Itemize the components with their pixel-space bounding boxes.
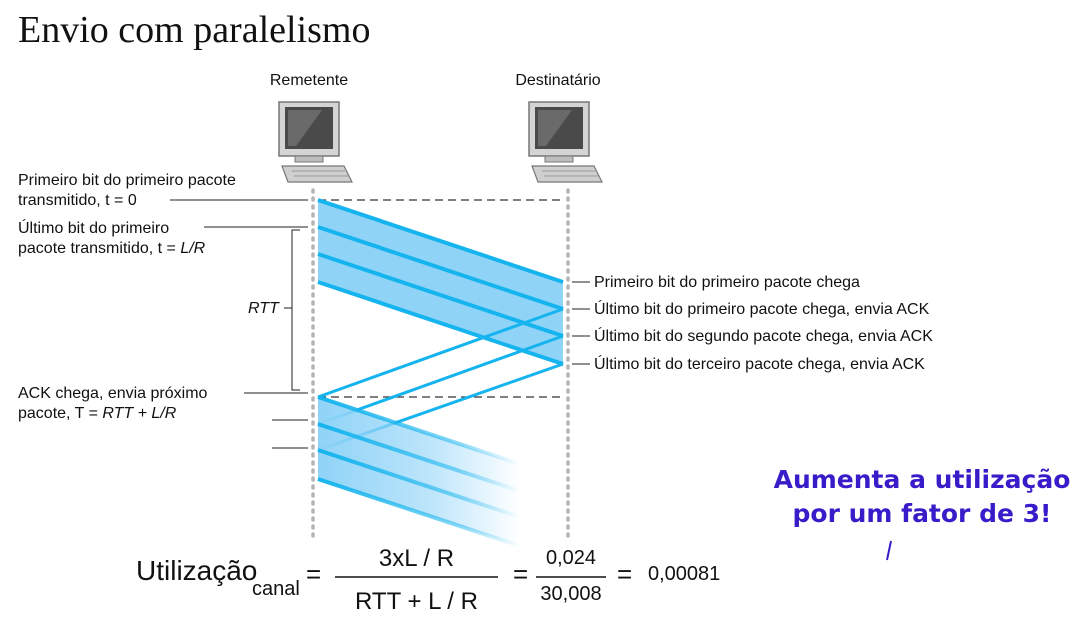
formula-den-1: RTT + L / R bbox=[355, 588, 478, 615]
packet-line-1 bbox=[317, 225, 564, 311]
formula-eq-2: = bbox=[513, 559, 529, 589]
callout-line2: por um fator de 3! bbox=[792, 499, 1052, 528]
label-right-4: Último bit do terceiro pacote chega, env… bbox=[594, 356, 925, 373]
formula-result: 0,00081 bbox=[648, 563, 721, 585]
label-ack-line2: pacote, T = RTT + L/R bbox=[18, 405, 177, 422]
formula-sub: canal bbox=[252, 578, 300, 600]
label-right-2: Último bit do primeiro pacote chega, env… bbox=[594, 301, 930, 318]
formula-lhs: Utilização bbox=[136, 555, 258, 586]
label-right-3: Último bit do segundo pacote chega, envi… bbox=[594, 328, 933, 345]
page-title: Envio com paralelismo bbox=[18, 9, 371, 51]
label-right-1: Primeiro bit do primeiro pacote chega bbox=[594, 274, 860, 291]
next-packet-line-2 bbox=[317, 422, 521, 493]
receiver-label: Destinatário bbox=[515, 72, 601, 89]
label-first-bit-line2: transmitido, t = 0 bbox=[18, 192, 137, 209]
ack-line-1 bbox=[317, 307, 564, 399]
formula-num-2: 0,024 bbox=[545, 547, 597, 569]
receiver-computer-icon bbox=[528, 101, 603, 183]
next-packet-line-4 bbox=[317, 477, 521, 548]
label-ack-line1: ACK chega, envia próximo bbox=[18, 385, 208, 402]
formula-eq-1: = bbox=[306, 559, 322, 589]
packet-band bbox=[318, 200, 563, 364]
next-packet-line-1 bbox=[317, 395, 521, 466]
next-packet-band bbox=[318, 397, 520, 546]
label-first-bit-line1: Primeiro bit do primeiro pacote bbox=[18, 172, 236, 189]
formula-den-2: 30,008 bbox=[540, 583, 602, 605]
label-last-bit-line1: Último bit do primeiro bbox=[18, 220, 170, 237]
sender-computer-icon bbox=[278, 101, 353, 183]
label-rtt: RTT bbox=[248, 300, 279, 317]
formula-eq-3: = bbox=[617, 559, 633, 589]
formula-num-1: 3xL / R bbox=[378, 545, 455, 572]
sender-label: Remetente bbox=[269, 72, 349, 89]
packet-line-first-bit bbox=[317, 198, 564, 284]
callout-line1: Aumenta a utilização bbox=[773, 465, 1071, 494]
utilization-callout: Aumenta a utilização por um fator de 3! bbox=[762, 463, 1082, 531]
rtt-bracket bbox=[291, 229, 300, 391]
callout-mark bbox=[886, 540, 892, 561]
label-last-bit-line2: pacote transmitido, t = L/R bbox=[18, 240, 206, 257]
next-packet-line-3 bbox=[317, 448, 521, 519]
